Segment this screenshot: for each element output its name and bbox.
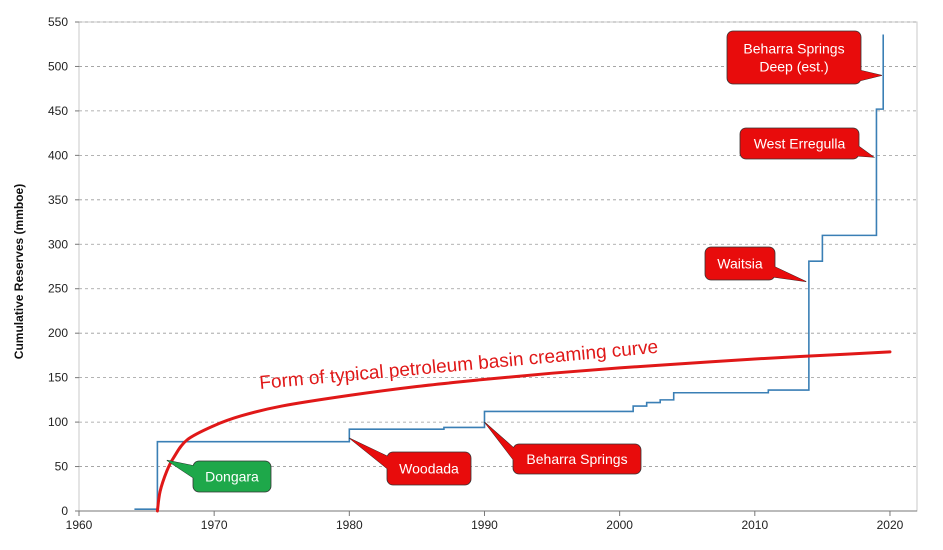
y-tick-label: 400 [48, 148, 68, 162]
callout-pointer-fill [349, 438, 389, 470]
y-tick-label: 100 [48, 415, 68, 429]
callout-beharra-springs-deep-est: Beharra Springs Deep (est.) [726, 30, 882, 85]
y-tick-label: 200 [48, 326, 68, 340]
callout-label: Woodada [399, 461, 459, 477]
callout-waitsia: Waitsia [704, 246, 807, 283]
y-tick-label: 50 [55, 460, 69, 474]
x-tick-label: 2010 [741, 518, 768, 532]
y-axis-label: Cumulative Reserves (mmboe) [12, 184, 26, 359]
y-tick-label: 0 [61, 504, 68, 518]
y-tick-label: 550 [48, 15, 68, 29]
callout-box [739, 127, 860, 160]
callout-woodada: Woodada [349, 437, 472, 486]
x-tick-label: 1980 [336, 518, 363, 532]
callout-label: Beharra Springs Deep (est.) [743, 41, 844, 75]
callout-pointer-fill [773, 266, 807, 282]
y-tick-label: 450 [48, 104, 68, 118]
callout-label: Dongara [205, 469, 259, 485]
x-tick-label: 2000 [606, 518, 633, 532]
callout-beharra-springs: Beharra Springs [484, 421, 642, 475]
x-tick-label: 1990 [471, 518, 498, 532]
callout-pointer-fill [859, 70, 882, 81]
callout-dongara: Dongara [166, 459, 272, 493]
callout-pointer-fill [484, 422, 515, 462]
plot-area [78, 21, 918, 512]
callout-west-erregulla: West Erregulla [739, 127, 876, 160]
x-tick-label: 1960 [66, 518, 93, 532]
y-tick-label: 150 [48, 371, 68, 385]
callout-label: Beharra Springs [526, 451, 627, 467]
x-tick-label: 2020 [877, 518, 904, 532]
cumulative-reserves-line [134, 34, 885, 511]
y-tick-label: 250 [48, 282, 68, 296]
callout-label: Waitsia [717, 256, 763, 272]
creaming-curve-line [155, 350, 892, 513]
callout-pointer-fill [166, 460, 195, 479]
callout-box [386, 451, 472, 486]
callout-box [704, 246, 776, 281]
y-tick-label: 350 [48, 193, 68, 207]
callout-box [726, 30, 862, 85]
y-tick-label: 500 [48, 59, 68, 73]
x-tick-label: 1970 [201, 518, 228, 532]
y-tick-label: 300 [48, 237, 68, 251]
callout-label: West Erregulla [754, 136, 846, 152]
callout-pointer-fill [857, 145, 874, 158]
